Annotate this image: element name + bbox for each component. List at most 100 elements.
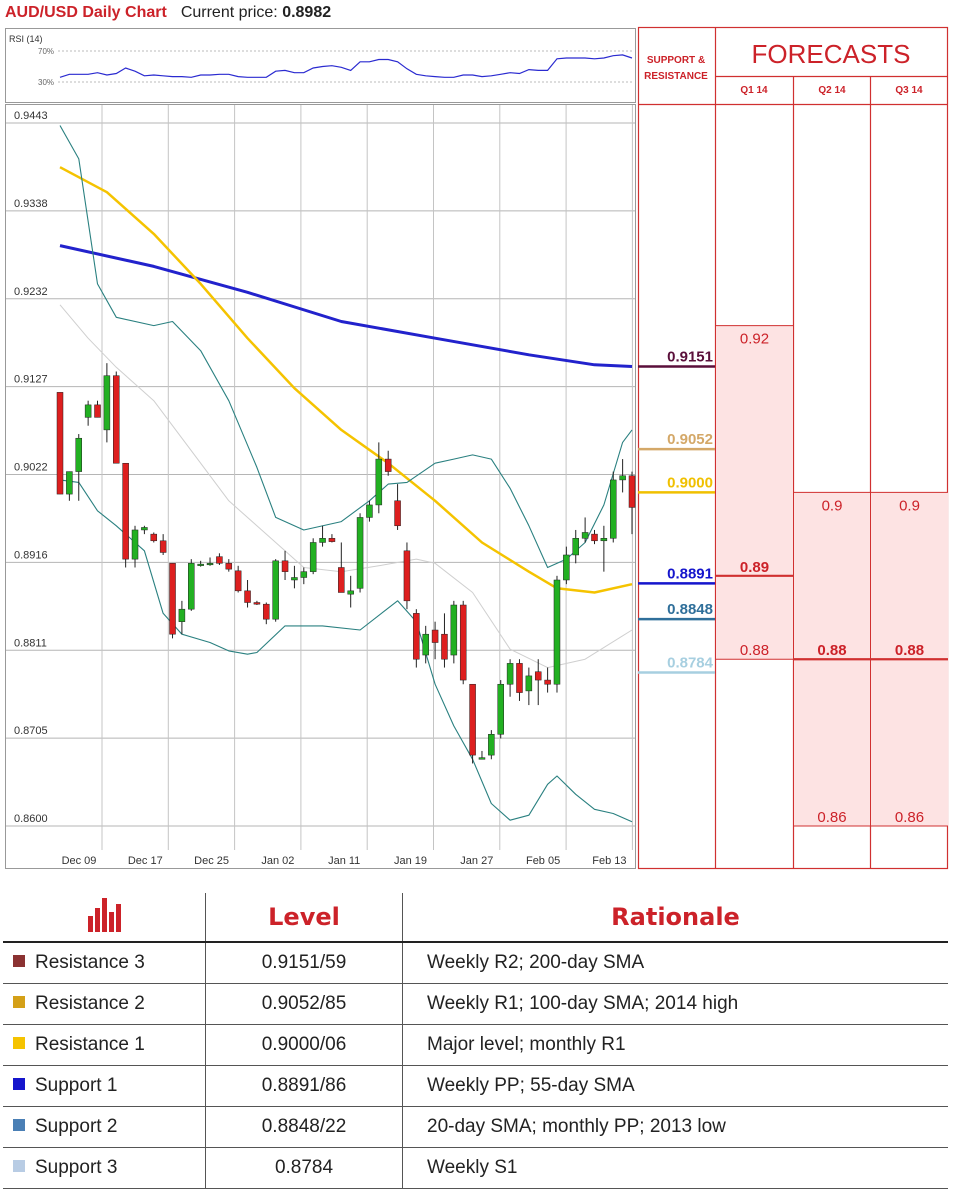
forecast-layer: 0.92 0.89 0.88 0.9 0.88 0.86 0.9 0.88 0.86 <box>716 325 948 827</box>
forecast-value: 0.9 <box>899 497 920 514</box>
candle-body <box>281 560 289 572</box>
x-tick-label: Jan 27 <box>460 855 493 867</box>
candle-body <box>347 590 354 595</box>
sr-levels-layer: 0.9151 0.9052 0.9000 0.8891 0.8848 0.8784 <box>638 349 715 674</box>
candle-body <box>553 579 561 685</box>
candle-body <box>375 458 383 506</box>
table-row: Resistance 2 0.9052/85 Weekly R1; 100-day … <box>3 983 948 1025</box>
sr-level-label: 0.9151 <box>667 349 713 366</box>
y-tick-label: 0.9127 <box>14 374 48 386</box>
candle-body <box>534 671 542 681</box>
row-level: 0.8891/86 <box>205 1065 403 1107</box>
rsi-panel <box>5 28 636 103</box>
candle-body <box>422 633 429 656</box>
candle-body <box>572 538 579 556</box>
candle-body <box>131 529 139 560</box>
candle-body <box>628 475 636 508</box>
candle-body <box>563 554 570 581</box>
table-row: Support 3 0.8784 Weekly S1 <box>3 1147 948 1189</box>
forecast-value: 0.89 <box>740 559 769 576</box>
sr-level-label: 0.9052 <box>667 431 713 448</box>
candle-body <box>319 538 326 543</box>
forecast-value: 0.9 <box>822 497 843 514</box>
candle-body <box>150 533 158 542</box>
y-tick-label: 0.9232 <box>14 286 48 298</box>
x-tick-label: Dec 17 <box>128 855 163 867</box>
forecast-value: 0.86 <box>895 809 924 826</box>
candle-body <box>497 683 504 735</box>
x-tick-label: Jan 11 <box>328 855 360 867</box>
quarter-q2: Q2 14 <box>818 85 846 96</box>
candle-body <box>234 570 242 592</box>
candle-body <box>75 437 83 472</box>
forecast-range-box <box>716 325 793 660</box>
x-tick-label: Feb 05 <box>526 855 560 867</box>
candle-body <box>272 560 279 620</box>
table-body: Resistance 3 0.9151/59 Weekly R2; 200-day … <box>3 942 948 1189</box>
candle-body <box>178 608 186 622</box>
candle-body <box>169 563 176 635</box>
forecasts-title: FORECASTS <box>752 39 911 69</box>
quarter-q3: Q3 14 <box>895 85 923 96</box>
candle-body <box>291 577 298 581</box>
row-name: Support 2 <box>35 1115 118 1137</box>
candle-body <box>525 675 533 692</box>
candle-body <box>206 563 214 566</box>
row-name: Resistance 2 <box>35 992 145 1014</box>
y-tick-label: 0.8600 <box>14 813 48 825</box>
row-name: Resistance 1 <box>35 1033 145 1055</box>
candle-body <box>544 679 551 685</box>
x-tick-label: Dec 09 <box>62 855 97 867</box>
row-rationale: Weekly S1 <box>402 1147 948 1189</box>
candle-body <box>122 462 129 560</box>
row-name: Support 3 <box>35 1156 118 1178</box>
x-tick-label: Feb 13 <box>592 855 626 867</box>
table-row: Resistance 1 0.9000/06 Major level; monthl… <box>3 1024 948 1066</box>
candle-body <box>384 458 392 472</box>
table-row: Resistance 3 0.9151/59 Weekly R2; 200-day … <box>3 942 948 984</box>
candle-body <box>56 392 64 495</box>
candle-body <box>300 571 308 578</box>
candle-body <box>394 500 401 527</box>
price-label: Current price: <box>180 4 278 21</box>
row-rationale: Weekly R2; 200-day SMA <box>402 942 948 984</box>
candle-body <box>591 533 598 542</box>
candle-body <box>450 604 458 656</box>
candle-body <box>488 734 495 756</box>
sr-title-line2: RESISTANCE <box>644 71 708 82</box>
y-tick-label: 0.8705 <box>14 725 48 737</box>
chart-header: AUD/USD Daily Chart Current price: 0.8982 <box>5 2 331 24</box>
row-level: 0.8848/22 <box>205 1106 403 1148</box>
table-row: Support 1 0.8891/86 Weekly PP; 55-day SMA <box>3 1065 948 1107</box>
row-rationale: Major level; monthly R1 <box>402 1024 948 1066</box>
y-tick-label: 0.8916 <box>14 549 48 561</box>
row-level: 0.9052/85 <box>205 983 403 1025</box>
sma-200-line <box>59 244 633 368</box>
bollinger-lower-line <box>59 479 633 823</box>
row-name: Resistance 3 <box>35 951 145 973</box>
candle-body <box>225 563 233 570</box>
price-value: 0.8982 <box>282 4 332 21</box>
y-tick-label: 0.8811 <box>14 637 47 649</box>
row-rationale: 20-day SMA; monthly PP; 2013 low <box>402 1106 948 1148</box>
candle-body <box>441 633 448 660</box>
rsi-70-label: 70% <box>38 47 54 56</box>
table-row: Support 2 0.8848/22 20-day SMA; monthly PP… <box>3 1106 948 1148</box>
candle-layer <box>56 363 636 764</box>
row-name: Support 1 <box>35 1074 118 1096</box>
candle-body <box>263 603 270 620</box>
candle-body <box>188 563 195 610</box>
candle-body <box>338 567 345 593</box>
forecast-value: 0.92 <box>740 331 769 348</box>
row-rationale: Weekly R1; 100-day SMA; 2014 high <box>402 983 948 1025</box>
table-icon-header <box>3 893 206 943</box>
sr-title-line1: SUPPORT & <box>647 55 705 66</box>
candle-body <box>516 663 523 693</box>
bollinger-upper-line <box>59 125 633 569</box>
candle-body <box>403 550 411 602</box>
candle-body <box>66 471 73 495</box>
candle-body <box>94 404 101 418</box>
x-tick-label: Jan 19 <box>394 855 427 867</box>
color-swatch <box>13 954 25 967</box>
sr-level-label: 0.8848 <box>667 601 713 618</box>
